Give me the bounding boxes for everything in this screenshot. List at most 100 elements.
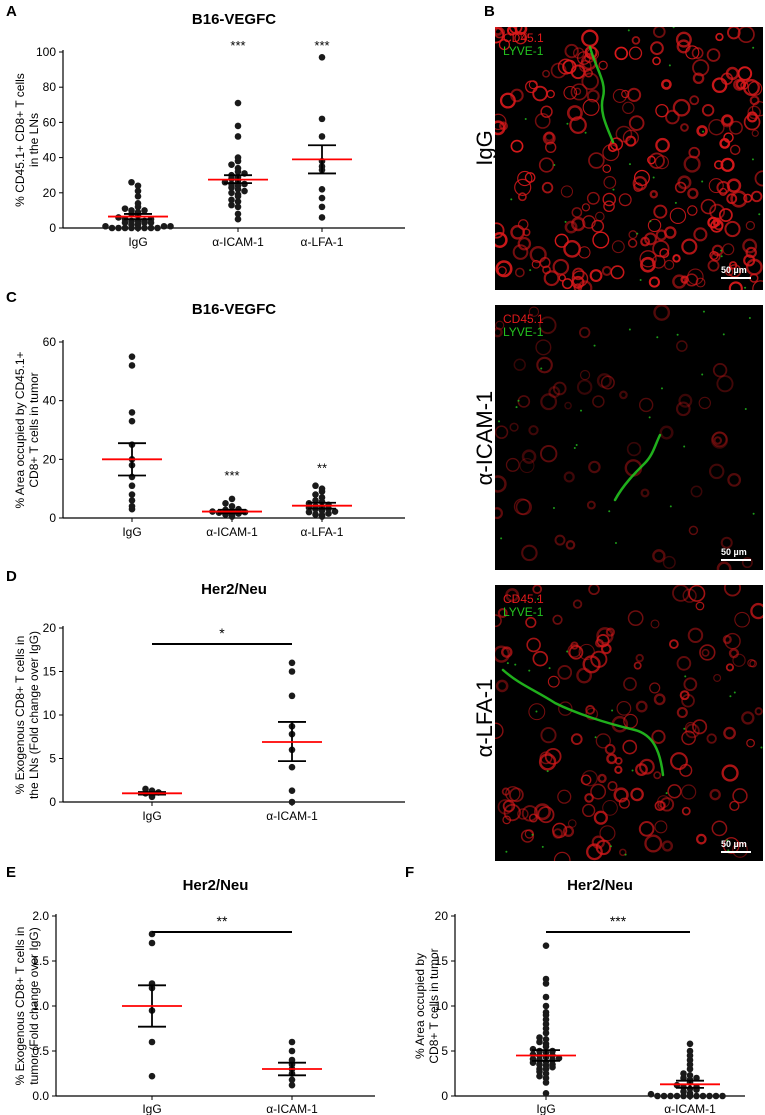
- cell-signal: [681, 806, 691, 816]
- cell-signal: [651, 254, 666, 269]
- y-tick-label: 20: [435, 909, 449, 923]
- lyve-speck: [580, 409, 583, 412]
- significance-marker: ***: [224, 468, 239, 483]
- cell-signal: [548, 386, 561, 399]
- cell-signal: [495, 222, 505, 239]
- cell-signal: [517, 192, 527, 202]
- lyve-speck: [676, 333, 679, 336]
- data-point: [288, 787, 296, 794]
- cell-signal: [640, 488, 650, 498]
- y-tick-label: 0: [49, 221, 56, 235]
- cell-signal: [503, 803, 521, 822]
- cell-signal: [630, 787, 644, 802]
- cell-signal: [693, 227, 708, 242]
- data-point: [134, 200, 142, 207]
- scale-label: 50 µm: [721, 839, 747, 849]
- data-point: [234, 191, 242, 198]
- y-tick-label: 15: [435, 954, 449, 968]
- data-point: [234, 203, 242, 211]
- y-tick-label: 0: [441, 1089, 448, 1103]
- cell-signal: [652, 549, 666, 563]
- cell-signal: [538, 157, 555, 173]
- cell-signal: [581, 203, 591, 212]
- cell-signal: [709, 250, 719, 260]
- cell-signal: [708, 119, 725, 136]
- data-point: [318, 494, 326, 501]
- cell-signal: [653, 693, 666, 706]
- cell-signal: [552, 258, 570, 276]
- lyve-speck: [701, 180, 704, 183]
- data-point: [318, 214, 326, 221]
- cell-signal: [685, 45, 700, 60]
- cell-signal: [551, 822, 568, 839]
- data-point: [154, 224, 161, 232]
- cell-signal: [590, 650, 608, 668]
- cell-signal: [597, 773, 607, 784]
- cell-signal: [536, 356, 553, 374]
- cell-signal: [592, 395, 605, 408]
- lyve-speck: [702, 130, 705, 133]
- cell-signal: [532, 650, 549, 667]
- cell-signal: [701, 104, 715, 117]
- lyve-speck: [505, 850, 508, 853]
- lyve-speck: [628, 163, 631, 166]
- cell-signal: [510, 224, 526, 240]
- data-point: [647, 1090, 655, 1098]
- cell-signal: [729, 144, 741, 156]
- cell-signal: [495, 120, 506, 136]
- cell-signal: [644, 834, 663, 853]
- cell-signal: [521, 805, 539, 822]
- lyve-speck: [652, 176, 655, 179]
- cell-signal: [602, 800, 618, 816]
- cell-signal: [577, 51, 591, 65]
- data-point: [654, 1092, 661, 1100]
- cell-signal: [710, 251, 721, 262]
- data-point: [686, 1040, 694, 1048]
- cell-signal: [650, 41, 664, 56]
- cell-signal: [510, 139, 524, 153]
- data-point: [234, 164, 242, 172]
- lyve-speck: [553, 164, 556, 167]
- cell-signal: [497, 608, 508, 618]
- cell-signal: [672, 585, 690, 602]
- data-point: [142, 785, 149, 793]
- lyve-speck: [624, 853, 627, 856]
- cell-signal: [706, 733, 717, 744]
- cell-signal: [517, 219, 529, 230]
- data-point: [147, 224, 155, 232]
- lyve-speck: [611, 709, 614, 712]
- data-point: [667, 1092, 674, 1100]
- lyve-speck: [566, 650, 569, 653]
- lyve-speck: [593, 344, 596, 347]
- cell-signal: [728, 120, 743, 135]
- data-point: [318, 194, 326, 202]
- cell-signal: [570, 83, 588, 101]
- lyve-speck: [660, 387, 663, 390]
- scale-label: 50 µm: [721, 547, 747, 557]
- data-point: [673, 1092, 681, 1100]
- cell-signal: [696, 125, 708, 137]
- y-axis-label: CD8+ T cells in tumor: [27, 372, 41, 487]
- y-tick-label: 0: [49, 795, 56, 809]
- cell-signal: [547, 675, 560, 688]
- cell-signal: [603, 200, 615, 213]
- data-point: [693, 1074, 700, 1082]
- data-point: [228, 502, 236, 510]
- cell-signal: [718, 208, 733, 222]
- cell-signal: [591, 219, 605, 233]
- data-point: [680, 1070, 687, 1077]
- cell-signal: [514, 27, 528, 36]
- cell-signal: [648, 152, 665, 169]
- lyve-speck: [751, 158, 754, 161]
- cell-signal: [741, 557, 753, 569]
- data-point: [222, 500, 229, 507]
- cell-signal: [638, 397, 654, 413]
- cell-signal: [722, 634, 732, 645]
- lyve-speck: [672, 27, 675, 29]
- cell-signal: [529, 245, 547, 264]
- cell-signal: [524, 172, 536, 183]
- cell-signal: [747, 105, 761, 120]
- cell-signal: [615, 125, 633, 143]
- cell-signal: [619, 390, 628, 400]
- chart-c: B16-VEGFC % Area occupied by CD45.1+ CD8+ …: [13, 301, 405, 539]
